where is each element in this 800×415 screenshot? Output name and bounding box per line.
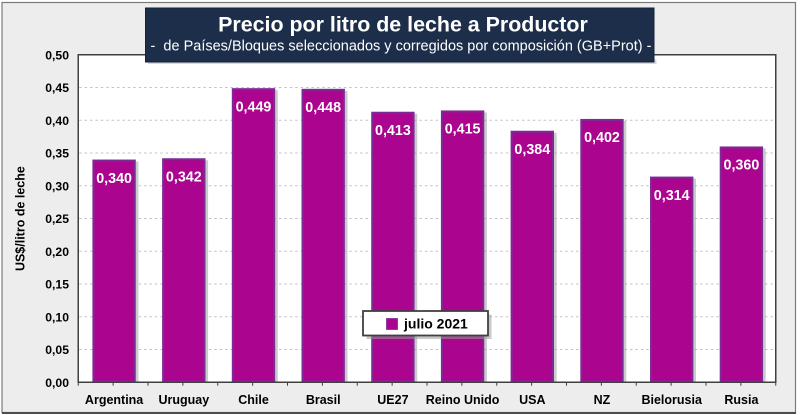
svg-text:US$/litro de leche: US$/litro de leche [14, 166, 28, 271]
svg-text:Brasil: Brasil [306, 393, 341, 407]
svg-text:Reino Unido: Reino Unido [426, 393, 500, 407]
svg-text:0,45: 0,45 [45, 81, 69, 95]
svg-text:- de Países/Bloques seleccion: - de Países/Bloques seleccionados y corr… [151, 39, 652, 55]
svg-text:0,40: 0,40 [45, 114, 69, 128]
svg-text:0,415: 0,415 [445, 122, 481, 138]
svg-text:Chile: Chile [238, 393, 269, 407]
svg-text:0,50: 0,50 [45, 48, 69, 62]
svg-text:Rusia: Rusia [724, 393, 759, 407]
svg-text:0,342: 0,342 [166, 169, 202, 185]
svg-text:0,10: 0,10 [45, 310, 69, 324]
svg-text:0,360: 0,360 [724, 158, 760, 174]
svg-text:0,449: 0,449 [236, 99, 272, 115]
svg-text:0,25: 0,25 [45, 212, 69, 226]
svg-text:UE27: UE27 [377, 393, 408, 407]
svg-text:0,35: 0,35 [45, 147, 69, 161]
svg-text:julio 2021: julio 2021 [403, 316, 468, 332]
svg-text:Argentina: Argentina [85, 393, 144, 407]
svg-text:0,20: 0,20 [45, 245, 69, 259]
svg-text:Bielorusia: Bielorusia [641, 393, 702, 407]
svg-text:0,402: 0,402 [584, 130, 620, 146]
svg-text:0,314: 0,314 [654, 188, 690, 204]
svg-text:0,00: 0,00 [45, 376, 69, 390]
svg-text:NZ: NZ [594, 393, 611, 407]
svg-text:0,413: 0,413 [375, 123, 411, 139]
svg-text:0,30: 0,30 [45, 179, 69, 193]
svg-text:0,05: 0,05 [45, 343, 69, 357]
svg-text:Uruguay: Uruguay [158, 393, 209, 407]
svg-text:Precio por litro de leche a Pr: Precio por litro de leche a Productor [218, 13, 588, 37]
svg-text:0,448: 0,448 [305, 100, 341, 116]
svg-text:0,384: 0,384 [514, 142, 550, 158]
svg-text:0,15: 0,15 [45, 278, 69, 292]
svg-text:0,340: 0,340 [96, 171, 132, 187]
svg-text:USA: USA [519, 393, 545, 407]
